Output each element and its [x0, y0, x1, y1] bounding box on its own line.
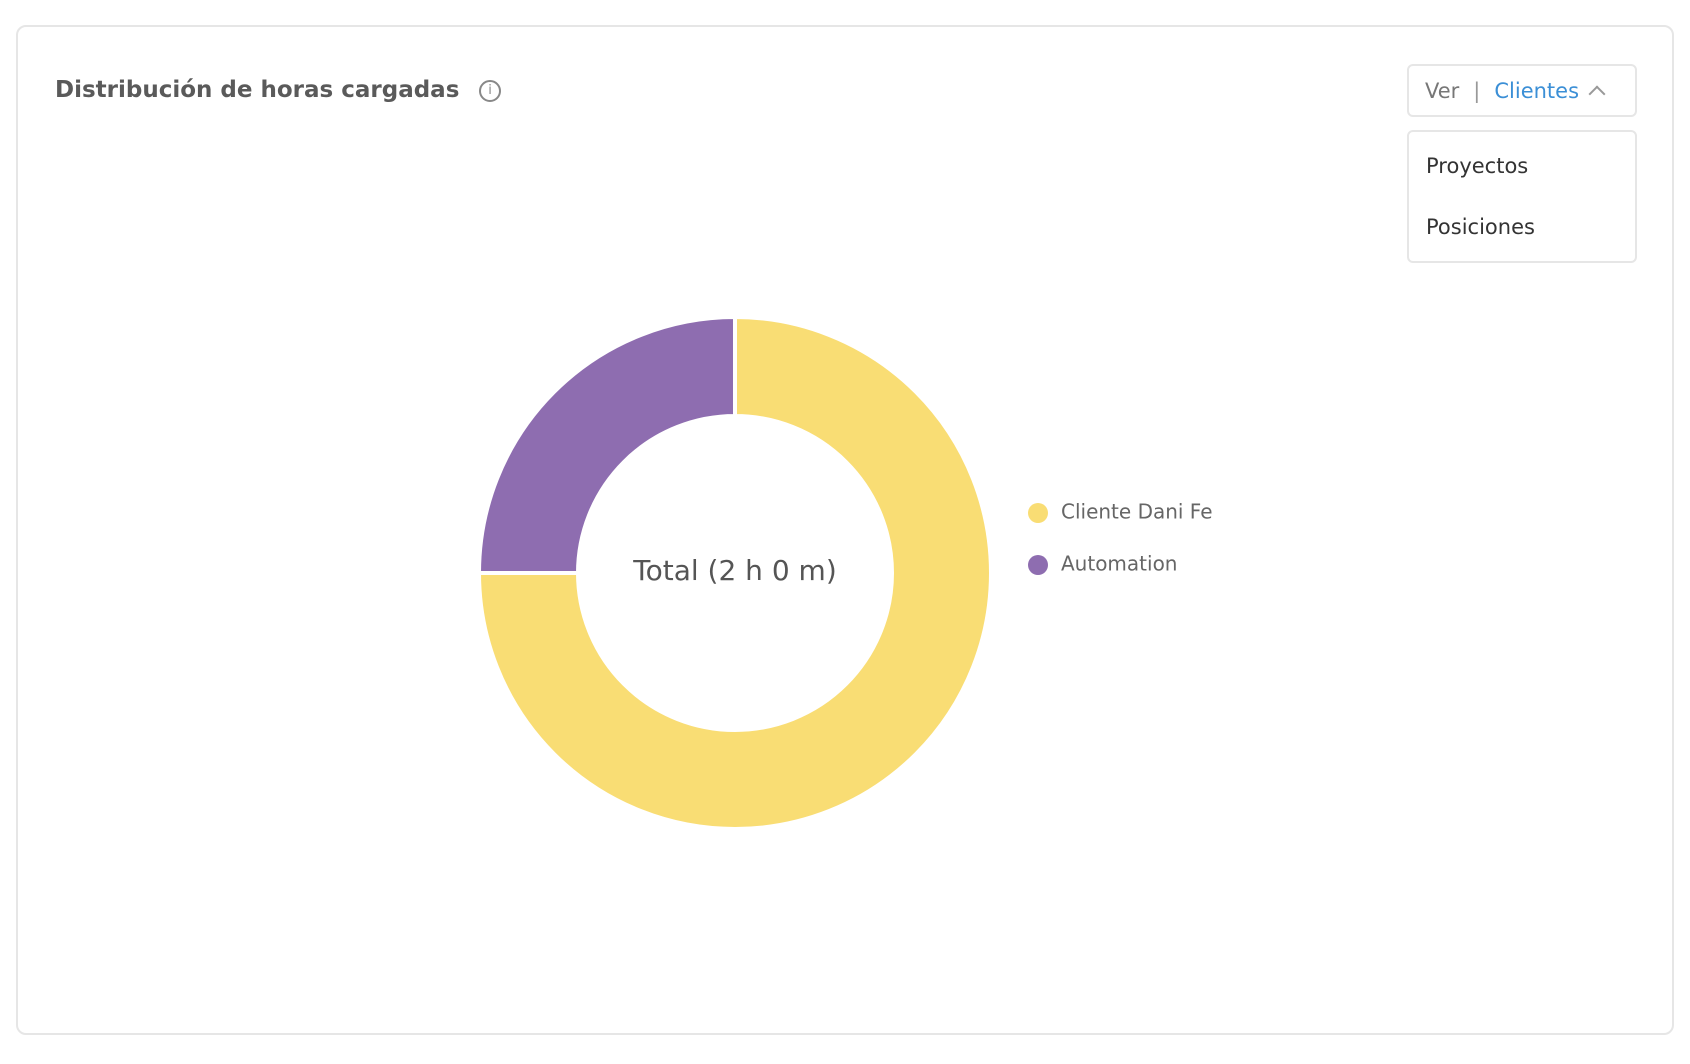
card: [16, 25, 1674, 1035]
legend-label: Cliente Dani Fe: [1061, 500, 1213, 524]
menu-item[interactable]: Proyectos: [1426, 154, 1529, 178]
card-title: Distribución de horas cargadas: [55, 77, 460, 103]
center-label: Total (2 h 0 m): [632, 554, 837, 587]
donut-slice: [476, 314, 737, 575]
selector-separator: |: [1473, 78, 1481, 103]
info-icon[interactable]: i: [479, 80, 501, 102]
legend-swatch: [1028, 555, 1048, 575]
selector-value: Clientes: [1494, 78, 1580, 103]
selector-prefix: Ver: [1425, 78, 1460, 103]
donut-slice: [476, 314, 993, 831]
view-selector[interactable]: Ver | Clientes: [1407, 64, 1637, 117]
menu-item[interactable]: Posiciones: [1426, 215, 1535, 239]
legend-swatch: [1028, 503, 1048, 523]
legend-label: Automation: [1061, 552, 1177, 576]
dropdown-menu: Proyectos Posiciones: [1407, 130, 1637, 263]
